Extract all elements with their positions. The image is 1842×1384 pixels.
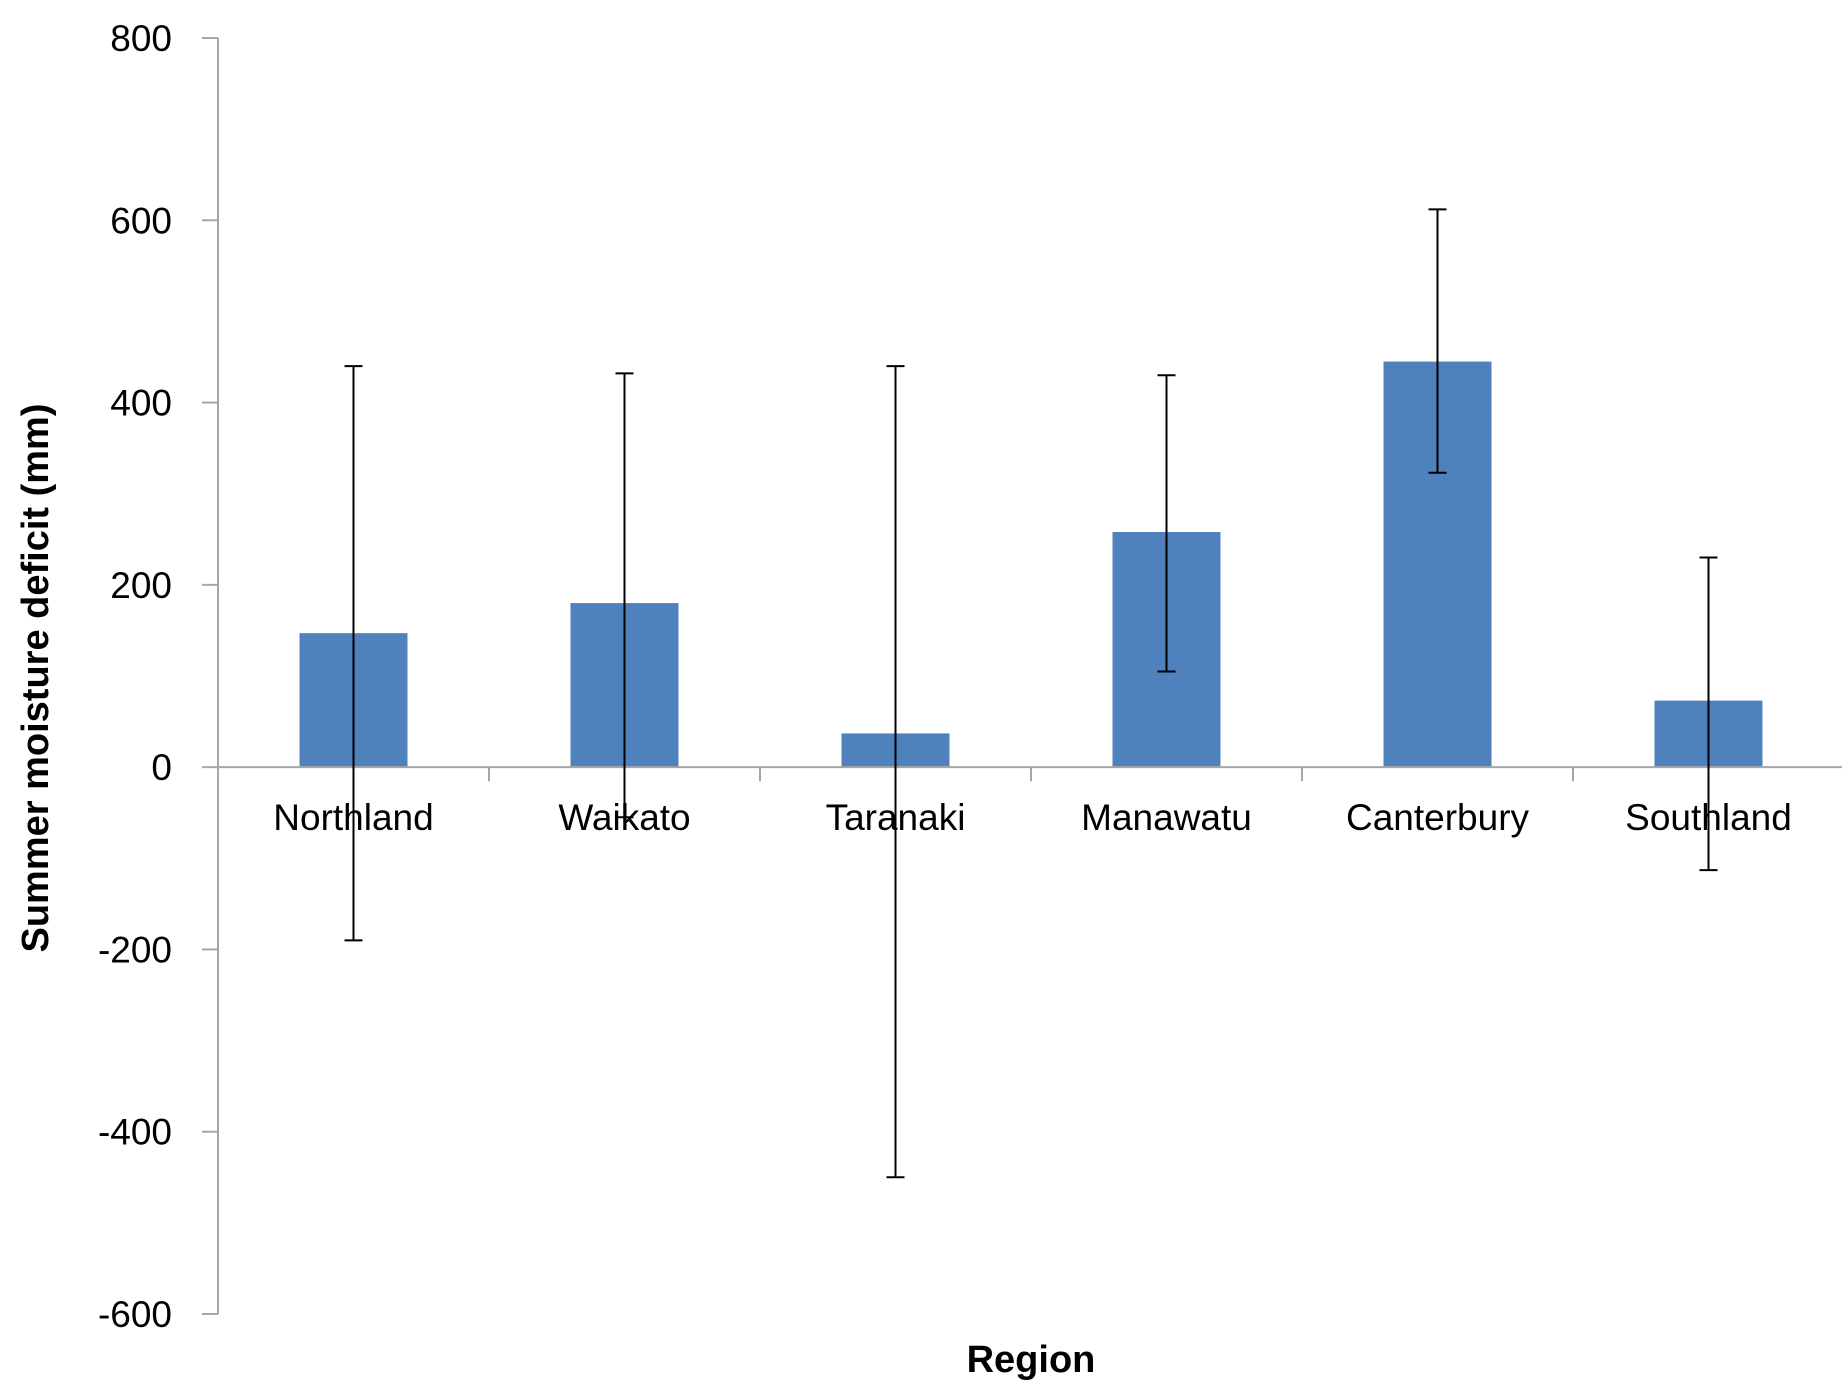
error-bar-southland — [1699, 556, 1718, 872]
axes-layer — [202, 37, 1842, 1315]
error-bar-canterbury — [1428, 208, 1447, 474]
category-label: Waikato — [558, 797, 690, 838]
y-tick-label: 400 — [110, 383, 172, 424]
error-bar-waikato — [615, 372, 634, 819]
error-bars-layer — [344, 208, 1718, 1179]
y-tick-label: 200 — [110, 565, 172, 606]
y-tick-label: -200 — [98, 929, 172, 970]
labels-layer: 800 600 400 200 0 -200 -400 -600 Northland Waikat… — [98, 18, 1792, 1335]
error-bar-northland — [344, 365, 363, 942]
category-label: Northland — [273, 797, 433, 838]
y-tick-label: 600 — [110, 200, 172, 241]
category-label: Southland — [1625, 797, 1792, 838]
y-tick-label: 0 — [151, 747, 172, 788]
y-axis-title: Summer moisture deficit (mm) — [15, 404, 57, 953]
category-label: Canterbury — [1346, 797, 1530, 838]
error-bar-manawatu — [1157, 374, 1176, 673]
y-tick-label: 800 — [110, 18, 172, 59]
y-tick-label: -600 — [98, 1294, 172, 1335]
y-tick-label: -400 — [98, 1112, 172, 1153]
category-label: Taranaki — [826, 797, 966, 838]
x-axis-title: Region — [967, 1339, 1096, 1381]
category-label: Manawatu — [1081, 797, 1252, 838]
error-bar-taranaki — [886, 365, 905, 1179]
